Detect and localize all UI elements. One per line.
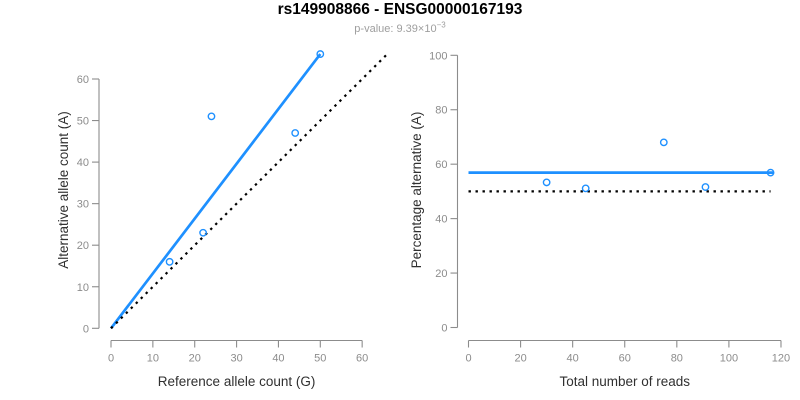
y-axis-title: Alternative allele count (A) (56, 111, 71, 269)
x-tick-label: 40 (567, 353, 579, 365)
y-tick-label: 60 (435, 159, 447, 171)
data-point (207, 112, 216, 121)
y-tick-label: 60 (77, 74, 89, 86)
y-tick-label: 20 (435, 268, 447, 280)
y-tick-label: 50 (77, 116, 89, 128)
y-axis-title: Percentage alternative (A) (409, 112, 424, 269)
y-tick-label: 20 (77, 240, 89, 252)
data-point (701, 183, 710, 191)
identity-line (110, 53, 389, 330)
x-tick-label: 20 (514, 353, 526, 365)
y-tick-label: 100 (429, 50, 447, 62)
data-point (199, 228, 207, 237)
data-point (581, 184, 590, 193)
y-tick-label: 10 (77, 282, 89, 294)
y-tick-label: 0 (83, 323, 89, 335)
fit-line (109, 53, 322, 330)
y-tick-label: 30 (77, 199, 89, 211)
y-tick-label: 0 (441, 323, 447, 335)
data-point (542, 178, 551, 187)
x-tick-label: 120 (772, 353, 790, 365)
x-tick-label: 40 (272, 353, 284, 365)
pvalue-exponent: −3 (436, 20, 446, 30)
figure-title: rs149908866 - ENSG00000167193 (277, 1, 523, 18)
data-point (291, 129, 300, 137)
x-tick-label: 60 (356, 353, 368, 365)
y-tick-label: 40 (77, 157, 89, 169)
x-tick-label: 80 (671, 353, 683, 365)
panel-percentage-alternative: 0 20 40 60 80 100 0 20 40 60 80 100 120 Total number … (409, 50, 790, 389)
x-tick-label: 0 (108, 353, 114, 365)
x-tick-label: 50 (314, 353, 326, 365)
data-point (165, 257, 174, 266)
y-tick-label: 80 (435, 105, 447, 117)
x-tick-label: 60 (619, 353, 631, 365)
figure-subtitle: p-value: 9.39×10−3 (0, 20, 800, 36)
x-tick-label: 100 (720, 353, 738, 365)
x-axis-title: Total number of reads (559, 374, 690, 389)
data-point (766, 168, 775, 177)
x-tick-label: 20 (189, 353, 201, 365)
pvalue-text: p-value: 9.39×10 (354, 23, 437, 35)
y-tick-label: 40 (435, 214, 447, 226)
data-point (659, 138, 668, 147)
x-tick-label: 0 (465, 353, 471, 365)
panel-allele-counts: 0 10 20 30 40 50 60 0 10 20 30 40 50 60 Reference alle… (56, 50, 389, 389)
x-tick-label: 30 (230, 353, 242, 365)
x-tick-label: 10 (147, 353, 159, 365)
data-point (316, 50, 325, 58)
x-axis-title: Reference allele count (G) (158, 374, 316, 389)
